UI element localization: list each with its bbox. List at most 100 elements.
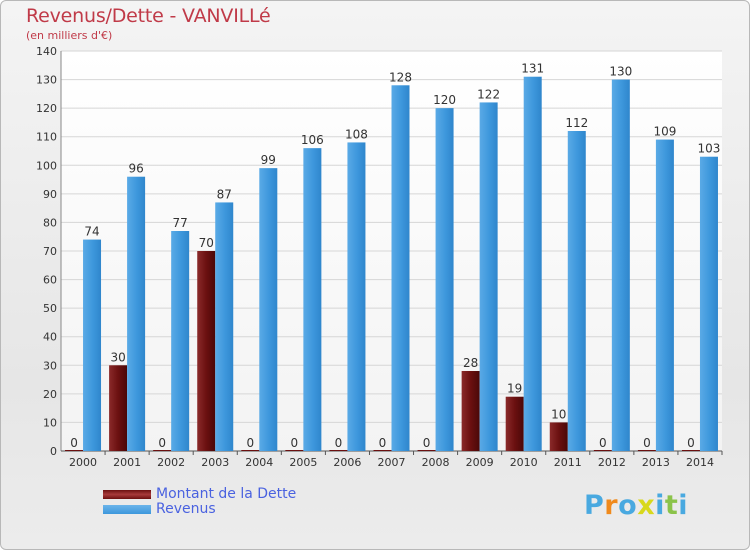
bar-dette — [593, 450, 612, 451]
chart-title: Revenus/Dette - VANVILLé — [26, 5, 271, 27]
x-tick-label: 2002 — [157, 456, 185, 469]
data-label: 130 — [609, 65, 632, 79]
logo-letter: i — [655, 490, 665, 521]
bar-dette — [65, 450, 84, 451]
y-tick-label: 60 — [43, 274, 57, 287]
logo-letter: t — [664, 490, 679, 521]
bar-revenus — [567, 131, 586, 451]
x-tick-label: 2006 — [333, 456, 361, 469]
data-label: 0 — [687, 436, 695, 450]
x-tick-label: 2003 — [201, 456, 229, 469]
legend-label-dette: Montant de la Dette — [156, 486, 297, 502]
data-label: 109 — [653, 125, 676, 139]
bar-revenus — [611, 79, 630, 452]
data-label: 131 — [521, 62, 544, 76]
data-label: 112 — [565, 116, 588, 130]
data-label: 0 — [599, 436, 607, 450]
data-label: 0 — [335, 436, 343, 450]
data-label: 106 — [301, 133, 324, 147]
bar-dette — [109, 365, 128, 451]
data-label: 74 — [84, 225, 99, 239]
bar-dette — [681, 450, 700, 451]
bar-revenus — [479, 102, 498, 451]
bar-dette — [197, 251, 216, 451]
bar-revenus — [83, 239, 102, 451]
data-label: 70 — [199, 236, 214, 250]
data-label: 0 — [70, 436, 78, 450]
x-tick-label: 2004 — [245, 456, 273, 469]
y-tick-label: 80 — [43, 216, 57, 229]
bar-dette — [153, 450, 172, 451]
bar-revenus — [699, 156, 718, 451]
y-tick-label: 0 — [50, 445, 57, 458]
data-label: 19 — [507, 382, 522, 396]
bar-revenus — [127, 176, 146, 451]
x-tick-label: 2012 — [598, 456, 626, 469]
legend-label-revenus: Revenus — [156, 501, 216, 517]
proxiti-logo: Proxiti — [584, 490, 688, 521]
data-label: 10 — [551, 407, 566, 421]
data-label: 128 — [389, 70, 412, 84]
logo-letter: P — [584, 490, 605, 521]
data-label: 0 — [379, 436, 387, 450]
y-tick-label: 20 — [43, 388, 57, 401]
data-label: 103 — [698, 142, 721, 156]
x-tick-label: 2007 — [378, 456, 406, 469]
bar-dette — [637, 450, 656, 451]
logo-letter: i — [678, 490, 689, 521]
x-tick-label: 2000 — [69, 456, 97, 469]
bar-revenus — [435, 108, 454, 452]
y-tick-label: 40 — [43, 331, 57, 344]
legend-swatch-revenus — [103, 505, 151, 514]
data-label: 0 — [291, 436, 299, 450]
y-tick-label: 30 — [43, 359, 57, 372]
bar-revenus — [259, 168, 278, 451]
data-label: 30 — [110, 350, 125, 364]
data-label: 108 — [345, 127, 368, 141]
data-label: 0 — [423, 436, 431, 450]
x-tick-label: 2005 — [289, 456, 317, 469]
data-label: 122 — [477, 87, 500, 101]
bar-dette — [461, 371, 480, 451]
bar-revenus — [215, 202, 234, 451]
data-label: 96 — [128, 162, 143, 176]
bar-dette — [417, 450, 436, 451]
y-tick-label: 140 — [36, 45, 57, 58]
bar-revenus — [347, 142, 366, 451]
legend-swatch-dette — [103, 490, 151, 499]
y-tick-label: 10 — [43, 416, 57, 429]
bar-chart: 0102030405060708090100110120130140200007… — [36, 45, 723, 469]
bar-revenus — [303, 148, 322, 451]
logo-letter: r — [604, 490, 619, 521]
data-label: 77 — [173, 216, 188, 230]
x-tick-label: 2001 — [113, 456, 141, 469]
data-label: 0 — [158, 436, 166, 450]
bar-dette — [329, 450, 348, 451]
data-label: 99 — [261, 153, 276, 167]
x-tick-label: 2014 — [686, 456, 714, 469]
bar-revenus — [523, 76, 542, 451]
data-label: 28 — [463, 356, 478, 370]
data-label: 0 — [643, 436, 651, 450]
bar-revenus — [655, 139, 674, 452]
bar-dette — [241, 450, 260, 451]
bar-dette — [549, 422, 568, 451]
data-label: 0 — [246, 436, 254, 450]
logo-letter: x — [637, 490, 656, 521]
bar-dette — [373, 450, 392, 451]
y-tick-label: 120 — [36, 102, 57, 115]
bar-revenus — [391, 85, 410, 452]
data-label: 120 — [433, 93, 456, 107]
bar-dette — [505, 396, 524, 451]
bar-dette — [285, 450, 304, 451]
x-tick-label: 2011 — [554, 456, 582, 469]
data-label: 87 — [217, 187, 232, 201]
x-tick-label: 2009 — [466, 456, 494, 469]
y-tick-label: 50 — [43, 302, 57, 315]
y-tick-label: 90 — [43, 188, 57, 201]
y-tick-label: 70 — [43, 245, 57, 258]
y-tick-label: 100 — [36, 159, 57, 172]
x-tick-label: 2010 — [510, 456, 538, 469]
chart-subtitle: (en milliers d'€) — [26, 29, 113, 42]
